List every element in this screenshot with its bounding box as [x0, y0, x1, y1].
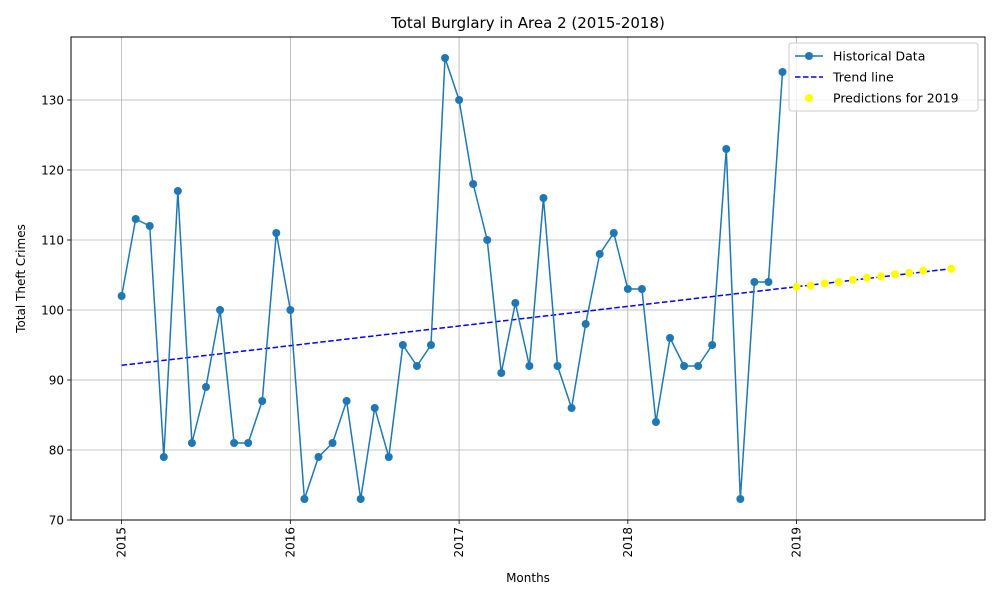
historical-data-point	[187, 439, 196, 447]
legend-prediction-swatch	[805, 94, 813, 102]
historical-data-point	[651, 418, 660, 426]
historical-data-point	[370, 404, 379, 412]
y-tick-label: 110	[41, 234, 64, 248]
historical-data-point	[244, 439, 253, 447]
historical-data-point	[539, 194, 548, 202]
x-tick-label: 2016	[283, 527, 297, 558]
x-tick-label: 2018	[621, 527, 635, 558]
historical-data-point	[159, 453, 168, 461]
historical-data-point	[680, 362, 689, 370]
historical-data-point	[286, 306, 295, 314]
historical-data-point	[525, 362, 534, 370]
historical-data-point	[694, 362, 703, 370]
historical-data-point	[497, 369, 506, 377]
historical-data-point	[384, 453, 393, 461]
historical-data-point	[764, 278, 773, 286]
historical-data-point	[778, 68, 787, 76]
y-tick-label: 120	[41, 164, 64, 178]
historical-data-line	[120, 57, 784, 500]
historical-data-point	[426, 341, 435, 349]
historical-data-point	[595, 250, 604, 258]
prediction-point	[792, 282, 801, 291]
historical-data-point	[609, 229, 618, 237]
historical-data-point	[145, 222, 154, 230]
historical-data-point	[637, 285, 646, 293]
prediction-point	[834, 278, 843, 286]
legend-historical-swatch-marker	[805, 52, 813, 60]
plot-frame	[70, 36, 986, 521]
plot-area	[71, 37, 985, 520]
historical-data-point	[750, 278, 759, 286]
historical-data-point	[581, 320, 590, 328]
x-tick-label: 2015	[115, 527, 129, 558]
historical-data-point	[272, 229, 281, 237]
y-tick-label: 100	[41, 304, 64, 318]
y-tick-label: 130	[41, 94, 64, 108]
y-tick-label: 90	[49, 374, 64, 388]
x-tick-label: 2019	[790, 527, 804, 558]
y-tick-label: 80	[49, 444, 64, 458]
historical-data-point	[117, 292, 126, 300]
prediction-point	[848, 275, 857, 284]
y-axis-label: Total Theft Crimes	[14, 224, 28, 334]
prediction-point	[806, 281, 815, 290]
historical-data-point	[230, 439, 239, 447]
historical-data-point	[412, 362, 421, 370]
y-axis-ticks: 70 80 90 100 110 120 130	[41, 94, 71, 528]
historical-data-point	[342, 397, 351, 405]
historical-data-point	[314, 453, 323, 461]
legend-prediction-label: Predictions for 2019	[833, 91, 959, 106]
y-tick-label: 70	[49, 514, 64, 528]
prediction-point	[876, 272, 885, 281]
historical-data-point	[736, 495, 745, 503]
prediction-series-layer	[792, 264, 956, 291]
historical-data-point	[567, 404, 576, 412]
historical-data-point	[483, 236, 492, 244]
historical-data-point	[469, 180, 478, 188]
historical-data-point	[722, 145, 731, 153]
historical-data-point	[300, 495, 309, 503]
prediction-point	[919, 266, 928, 275]
historical-data-point	[623, 285, 632, 293]
historical-data-point	[328, 439, 337, 447]
historical-data-point	[131, 215, 140, 223]
historical-data-point	[455, 96, 464, 104]
historical-data-point	[666, 334, 675, 342]
legend-trend-label: Trend line	[832, 70, 894, 85]
legend: Historical Data Trend line Predictions f…	[788, 42, 979, 112]
prediction-point	[947, 264, 956, 273]
legend-historical-label: Historical Data	[833, 49, 925, 64]
x-tick-label: 2017	[452, 527, 466, 558]
prediction-point	[891, 270, 900, 279]
prediction-point	[820, 279, 829, 288]
historical-data-point	[201, 383, 210, 391]
historical-data-point	[553, 362, 562, 370]
historical-data-point	[441, 54, 450, 62]
historical-data-point	[356, 495, 365, 503]
historical-data-point	[511, 299, 520, 307]
prediction-point	[905, 268, 914, 277]
chart-title: Total Burglary in Area 2 (2015-2018)	[390, 14, 665, 32]
historical-data-point	[173, 187, 182, 195]
historical-series-layer	[117, 54, 787, 503]
x-axis-label: Months	[506, 571, 550, 585]
x-axis-ticks: 2015 2016 2017 2018 2019	[115, 520, 804, 558]
historical-data-point	[708, 341, 717, 349]
historical-data-point	[258, 397, 267, 405]
historical-data-point	[216, 306, 225, 314]
prediction-point	[862, 273, 871, 282]
historical-data-point	[398, 341, 407, 349]
legend-box	[788, 42, 979, 112]
